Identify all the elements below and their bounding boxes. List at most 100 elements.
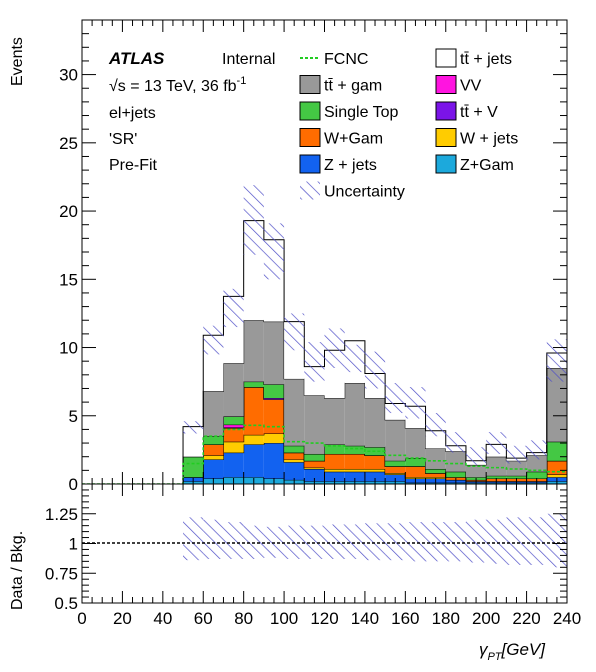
legend-label-z-gam: Z+Gam bbox=[460, 157, 514, 174]
main-plot-panel: 0 5 10 15 20 25 30 bbox=[59, 19, 568, 494]
uncertainty-bin-13 bbox=[344, 344, 365, 373]
bar-w-jets-bin-8 bbox=[243, 434, 264, 445]
bar-z-jets-bin-11 bbox=[304, 468, 325, 482]
bar-single-top-bin-5 bbox=[183, 456, 204, 478]
y-tick-label-30: 30 bbox=[59, 66, 78, 85]
uncertainty-bin-21 bbox=[506, 445, 527, 464]
bar-tt-gam-bin-12 bbox=[324, 398, 345, 445]
x-tick-label-60: 60 bbox=[194, 609, 213, 628]
legend-swatch-vv bbox=[435, 75, 457, 94]
ratio-uncertainty-bin-19 bbox=[465, 519, 487, 563]
bar-z-jets-bin-10 bbox=[284, 462, 305, 480]
main-x-axis bbox=[81, 20, 568, 484]
x-tick-label-200: 200 bbox=[472, 609, 500, 628]
bar-tt-gam-bin-19 bbox=[465, 464, 487, 478]
y-tick-label-15: 15 bbox=[59, 270, 78, 289]
x-tick-label-40: 40 bbox=[153, 609, 172, 628]
legend-swatch-tt-v bbox=[435, 101, 457, 121]
stage-label: Pre-Fit bbox=[109, 157, 158, 174]
ratio-plot-panel: 0.5 0.75 1 1.25 0 20 40 60 80 100 120 140 160 180 200… bbox=[45, 483, 581, 628]
uncertainty-bin-5 bbox=[183, 421, 204, 434]
legend-label-w-gam: W+Gam bbox=[324, 131, 383, 148]
ratio-y-tick-label-3: 1.25 bbox=[45, 505, 78, 524]
bar-z-jets-bin-6 bbox=[203, 459, 224, 479]
bar-single-top-bin-7 bbox=[223, 416, 244, 425]
ratio-uncertainty-band bbox=[183, 513, 567, 568]
uncertainty-bin-11 bbox=[304, 342, 325, 382]
x-axis-label-symbol: γ bbox=[479, 640, 489, 659]
uncertainty-bin-15 bbox=[385, 383, 406, 414]
bar-w-jets-bin-15 bbox=[385, 473, 406, 475]
uncertainty-band bbox=[183, 185, 567, 465]
legend-label-tt-v: tt̄ + V bbox=[460, 104, 498, 121]
bar-w-gam-bin-10 bbox=[284, 452, 305, 460]
bar-single-top-bin-21 bbox=[506, 475, 527, 479]
legend-label-single-top: Single Top bbox=[324, 104, 399, 121]
bar-w-gam-bin-11 bbox=[304, 460, 325, 468]
bar-tt-jets-bin-5 bbox=[183, 426, 204, 457]
bar-tt-gam-bin-20 bbox=[486, 456, 507, 476]
y-tick-label-25: 25 bbox=[59, 134, 78, 153]
bar-z-jets-bin-15 bbox=[385, 474, 406, 482]
ratio-y-tick-label-0: 0.5 bbox=[54, 594, 78, 613]
bar-tt-gam-bin-11 bbox=[304, 395, 325, 454]
bar-single-top-bin-23 bbox=[546, 441, 567, 461]
bar-w-gam-bin-8 bbox=[243, 387, 264, 435]
bar-w-jets-bin-9 bbox=[263, 433, 285, 444]
y-tick-label-5: 5 bbox=[69, 407, 78, 426]
ratio-uncertainty-bin-15 bbox=[385, 523, 406, 561]
bar-tt-gam-bin-15 bbox=[385, 419, 406, 461]
bar-single-top-bin-22 bbox=[526, 471, 547, 479]
bar-tt-gam-bin-9 bbox=[263, 321, 285, 385]
ratio-uncertainty-bin-6 bbox=[203, 519, 224, 559]
uncertainty-bin-17 bbox=[425, 413, 446, 437]
legend-label-tt-jets: tt̄ + jets bbox=[460, 51, 512, 68]
uncertainty-bin-14 bbox=[364, 351, 386, 389]
x-tick-label-100: 100 bbox=[270, 609, 298, 628]
ratio-uncertainty-bin-21 bbox=[506, 517, 527, 565]
y-tick-label-0: 0 bbox=[69, 475, 78, 494]
x-tick-label-240: 240 bbox=[553, 609, 581, 628]
legend-entry-w-jets: W + jets bbox=[435, 128, 518, 148]
internal-label: Internal bbox=[222, 51, 275, 68]
legend-swatch-single-top bbox=[299, 101, 321, 121]
y-tick-label-20: 20 bbox=[59, 202, 78, 221]
atlas-logo-text: ATLAS bbox=[108, 49, 165, 68]
uncertainty-bin-12 bbox=[324, 328, 345, 368]
uncertainty-bin-18 bbox=[445, 432, 466, 453]
bar-single-top-bin-11 bbox=[304, 453, 325, 461]
fcnc-step-line bbox=[82, 424, 567, 485]
ratio-uncertainty-bin-22 bbox=[526, 517, 547, 565]
bar-tt-gam-bin-7 bbox=[223, 363, 244, 417]
bar-w-jets-bin-7 bbox=[223, 441, 244, 453]
bar-w-jets-bin-17 bbox=[425, 477, 446, 479]
ratio-uncertainty-bin-17 bbox=[425, 522, 446, 562]
x-tick-label-160: 160 bbox=[391, 609, 419, 628]
x-tick-label-140: 140 bbox=[351, 609, 379, 628]
bar-w-jets-bin-10 bbox=[284, 459, 305, 463]
legend-entry-z-jets: Z + jets bbox=[299, 154, 377, 174]
uncertainty-bin-8 bbox=[243, 185, 264, 255]
legend-swatch-z-jets bbox=[299, 154, 321, 174]
legend: FCNC tt̄ + jets tt̄ + gam VV Single Top tt̄ +… bbox=[299, 48, 518, 201]
x-tick-label-80: 80 bbox=[234, 609, 253, 628]
bar-tt-gam-bin-8 bbox=[243, 320, 264, 382]
bar-single-top-bin-13 bbox=[344, 445, 365, 454]
bar-w-jets-bin-14 bbox=[364, 468, 386, 472]
legend-entry-uncertainty: Uncertainty bbox=[300, 181, 405, 201]
bar-w-jets-bin-16 bbox=[405, 477, 426, 479]
ratio-uncertainty-bin-20 bbox=[486, 519, 507, 564]
legend-swatch-tt-jets bbox=[435, 48, 457, 68]
ratio-y-axis-label: Data / Bkg. bbox=[9, 531, 26, 610]
legend-label-tt-gam: tt̄ + gam bbox=[324, 78, 382, 95]
bar-w-jets-bin-13 bbox=[344, 468, 365, 472]
legend-entry-vv: VV bbox=[435, 75, 482, 95]
ratio-uncertainty-bin-14 bbox=[364, 523, 386, 561]
ratio-y-axis: 0.5 0.75 1 1.25 bbox=[45, 483, 567, 613]
bar-single-top-bin-10 bbox=[284, 445, 305, 453]
bar-tt-v-bin-9 bbox=[263, 398, 285, 400]
bar-single-top-bin-6 bbox=[203, 436, 224, 445]
atlas-label-block: ATLAS Internal √s = 13 TeV, 36 fb-1 el+j… bbox=[108, 49, 275, 174]
bar-w-gam-bin-6 bbox=[203, 444, 224, 456]
